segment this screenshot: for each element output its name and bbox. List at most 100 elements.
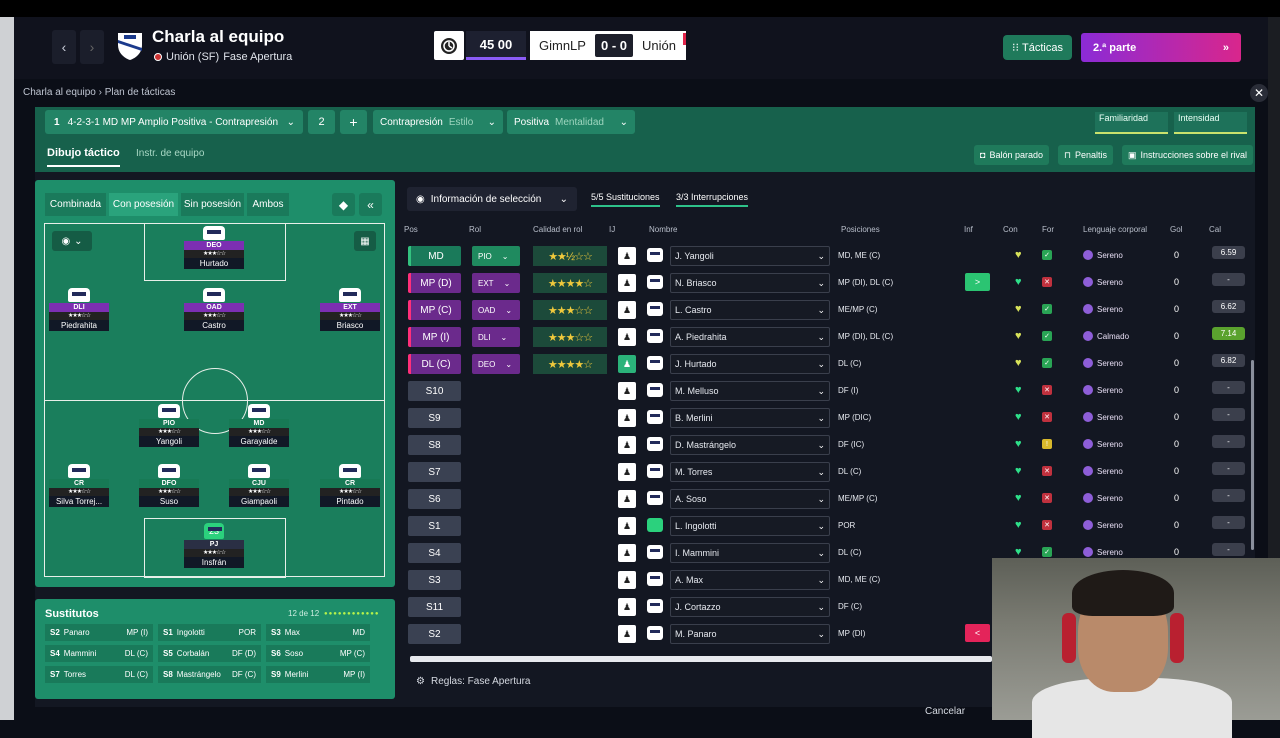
pitch-player[interactable]: OAD ★★★☆☆ Castro xyxy=(184,288,244,331)
pitch-player[interactable]: CJU ★★★☆☆ Giampaoli xyxy=(229,464,289,507)
pitch-player[interactable]: CR ★★★☆☆ Silva Torrej... xyxy=(49,464,109,507)
formation-select[interactable]: 1 4-2-3-1 MD MP Amplio Positiva - Contrap… xyxy=(45,110,303,134)
player-profile-icon[interactable]: ♟ xyxy=(618,598,636,616)
player-profile-icon[interactable]: ♟ xyxy=(618,328,636,346)
table-row[interactable]: S10 ♟ M. Melluso ⌄ DF (I) ♥ ✕ Sereno 0 - xyxy=(403,378,1248,404)
second-half-button[interactable]: 2.ª parte » xyxy=(1081,33,1241,62)
substitute-item[interactable]: S7 Torres DL (C) xyxy=(45,666,153,683)
pitch-player[interactable]: DFO ★★★☆☆ Suso xyxy=(139,464,199,507)
player-profile-icon[interactable]: ♟ xyxy=(618,517,636,535)
position-slot[interactable]: MP (I) xyxy=(408,327,461,347)
tab-tactical-drawing[interactable]: Dibujo táctico xyxy=(47,147,120,167)
sub-in-button[interactable]: > xyxy=(965,273,990,291)
opposition-instructions-button[interactable]: ▣ Instrucciones sobre el rival xyxy=(1122,145,1254,165)
player-select[interactable]: I. Mammini ⌄ xyxy=(670,543,830,563)
pitch-player[interactable]: DEO ★★★☆☆ Hurtado xyxy=(184,226,244,269)
substitute-item[interactable]: S8 Mastrángelo DF (C) xyxy=(158,666,261,683)
table-row[interactable]: MP (I) DLI ⌄ ★★★☆☆ ♟ A. Piedrahita ⌄ MP (DI), D… xyxy=(403,324,1248,350)
player-profile-icon[interactable]: ♟ xyxy=(618,436,636,454)
position-slot[interactable]: S9 xyxy=(408,408,461,428)
rules-info[interactable]: ⚙ Reglas: Fase Apertura xyxy=(416,676,530,687)
position-slot[interactable]: S1 xyxy=(408,516,461,536)
col-pos[interactable]: Pos xyxy=(404,225,418,234)
pitch-player[interactable]: EXT ★★★☆☆ Briasco xyxy=(320,288,380,331)
grid-icon[interactable]: ▦ xyxy=(354,231,376,251)
cancel-button[interactable]: Cancelar xyxy=(925,706,966,717)
player-profile-icon[interactable]: ♟ xyxy=(618,544,636,562)
substitute-item[interactable]: S3 Max MD xyxy=(266,624,370,641)
col-role[interactable]: Rol xyxy=(469,225,482,234)
table-row[interactable]: S2 ♟ M. Panaro ⌄ MP (DI) < xyxy=(403,621,1248,647)
table-row[interactable]: S1 ♟ L. Ingolotti ⌄ POR ♥ ✕ Sereno 0 - xyxy=(403,513,1248,539)
collapse-panel-icon[interactable]: « xyxy=(359,193,382,216)
player-select[interactable]: D. Mastrángelo ⌄ xyxy=(670,435,830,455)
table-row[interactable]: S8 ♟ D. Mastrángelo ⌄ DF (IC) ♥! Sereno 0 - xyxy=(403,432,1248,458)
table-row[interactable]: MD PIO ⌄ ★★½☆☆ ♟ J. Yangoli ⌄ MD, ME (C) ♥ ✓ Seren… xyxy=(403,243,1248,269)
table-row[interactable]: S6 ♟ A. Soso ⌄ ME/MP (C) ♥ ✕ Sereno 0 - xyxy=(403,486,1248,512)
player-select[interactable]: L. Ingolotti ⌄ xyxy=(670,516,830,536)
role-select[interactable]: OAD ⌄ xyxy=(472,300,520,320)
player-profile-icon[interactable]: ♟ xyxy=(618,247,636,265)
player-select[interactable]: A. Soso ⌄ xyxy=(670,489,830,509)
diamond-icon[interactable]: ◆ xyxy=(332,193,355,216)
close-icon[interactable]: ✕ xyxy=(1250,84,1268,102)
player-profile-icon[interactable]: ♟ xyxy=(618,355,636,373)
substitute-item[interactable]: S5 Corbalán DF (D) xyxy=(158,645,261,662)
forward-button[interactable]: › xyxy=(80,30,104,64)
table-row[interactable]: S3♟A. Max⌄MD, ME (C)♥ xyxy=(403,567,1248,593)
pitch-player[interactable]: CR ★★★☆☆ Pintado xyxy=(320,464,380,507)
player-select[interactable]: M. Torres ⌄ xyxy=(670,462,830,482)
col-goals[interactable]: Gol xyxy=(1170,225,1183,234)
position-slot[interactable]: MP (C) xyxy=(408,300,461,320)
table-row[interactable]: DL (C) DEO ⌄ ★★★★☆ ♟ J. Hurtado ⌄ DL (C) ♥ ✓ Seren… xyxy=(403,351,1248,377)
player-select[interactable]: A. Max ⌄ xyxy=(670,570,830,590)
position-slot[interactable]: S10 xyxy=(408,381,461,401)
role-select[interactable]: DEO ⌄ xyxy=(472,354,520,374)
player-profile-icon[interactable]: ♟ xyxy=(618,463,636,481)
back-button[interactable]: ‹ xyxy=(52,30,76,64)
position-slot[interactable]: S3 xyxy=(408,570,461,590)
position-slot[interactable]: S7 xyxy=(408,462,461,482)
table-row[interactable]: S7 ♟ M. Torres ⌄ DL (C) ♥ ✕ Sereno 0 - xyxy=(403,459,1248,485)
add-tactic-button[interactable]: + xyxy=(340,110,367,134)
table-row[interactable]: S11 ♟ J. Cortazzo ⌄ DF (C) xyxy=(403,594,1248,620)
set-pieces-button[interactable]: ◘ Balón parado xyxy=(974,145,1049,165)
substitute-item[interactable]: S6 Soso MP (C) xyxy=(266,645,370,662)
col-rating[interactable]: Cal xyxy=(1209,225,1222,234)
player-select[interactable]: N. Briasco ⌄ xyxy=(670,273,830,293)
position-slot[interactable]: S2 xyxy=(408,624,461,644)
player-profile-icon[interactable]: ♟ xyxy=(618,490,636,508)
table-row[interactable]: S4 ♟ I. Mammini ⌄ DL (C) ♥ ✓ Sereno 0 - xyxy=(403,540,1248,566)
sub-out-button[interactable]: < xyxy=(965,624,990,642)
player-select[interactable]: J. Yangoli ⌄ xyxy=(670,246,830,266)
pitch-player[interactable]: PIO ★★★☆☆ Yangoli xyxy=(139,404,199,447)
tab-team-instructions[interactable]: Instr. de equipo xyxy=(136,148,205,159)
horizontal-scrollbar[interactable] xyxy=(410,656,992,662)
mode-out-of-possession[interactable]: Sin posesión xyxy=(181,193,244,216)
player-select[interactable]: B. Merlini ⌄ xyxy=(670,408,830,428)
role-select[interactable]: PIO ⌄ xyxy=(472,246,520,266)
player-profile-icon[interactable]: ♟ xyxy=(618,409,636,427)
substitute-item[interactable]: S9 Merlini MP (I) xyxy=(266,666,370,683)
vertical-scrollbar[interactable] xyxy=(1251,360,1254,550)
pitch-player[interactable]: 23 PJ ★★★☆☆ Insfrán xyxy=(184,523,244,568)
col-positions[interactable]: Posiciones xyxy=(841,225,880,234)
col-inf[interactable]: Inf xyxy=(964,225,973,234)
table-row[interactable]: S9 ♟ B. Merlini ⌄ MP (DIC) ♥ ✕ Sereno 0 - xyxy=(403,405,1248,431)
substitute-item[interactable]: S4 Mammini DL (C) xyxy=(45,645,153,662)
position-slot[interactable]: DL (C) xyxy=(408,354,461,374)
col-for[interactable]: For xyxy=(1042,225,1054,234)
role-select[interactable]: EXT ⌄ xyxy=(472,273,520,293)
position-slot[interactable]: S6 xyxy=(408,489,461,509)
col-body-language[interactable]: Lenguaje corporal xyxy=(1083,225,1148,234)
player-profile-icon[interactable]: ♟ xyxy=(618,571,636,589)
position-slot[interactable]: S11 xyxy=(408,597,461,617)
player-select[interactable]: A. Piedrahita ⌄ xyxy=(670,327,830,347)
tactic-slot[interactable]: 2 xyxy=(308,110,335,134)
penalties-button[interactable]: ⊓ Penaltis xyxy=(1058,145,1114,165)
col-name[interactable]: Nombre xyxy=(649,225,678,234)
selection-info-select[interactable]: ◉ Información de selección ⌄ xyxy=(407,187,577,211)
position-slot[interactable]: MP (D) xyxy=(408,273,461,293)
position-slot[interactable]: S4 xyxy=(408,543,461,563)
mode-both[interactable]: Ambos xyxy=(247,193,289,216)
